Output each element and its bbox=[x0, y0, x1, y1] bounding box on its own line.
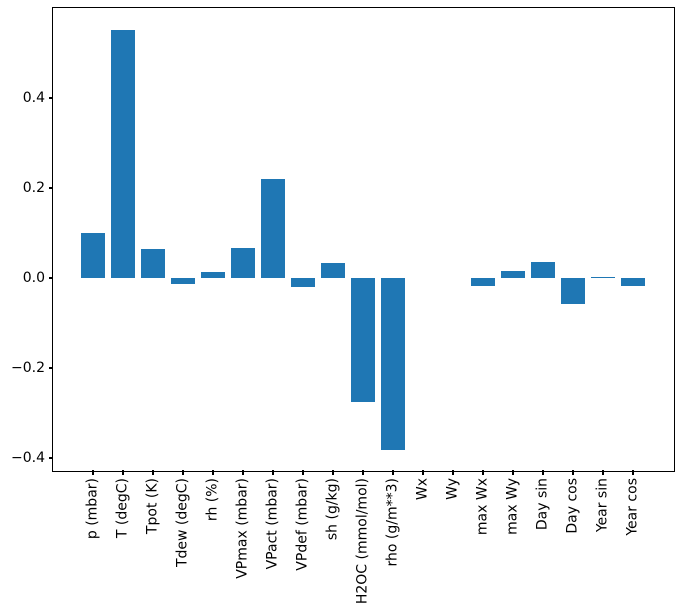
x-tick-mark bbox=[302, 470, 304, 475]
y-tick-mark bbox=[48, 367, 53, 369]
x-tick-label-text: sh (g/kg) bbox=[324, 477, 341, 540]
x-tick-label-text: VPact (mbar) bbox=[264, 477, 281, 569]
y-tick-label: 0.4 bbox=[22, 89, 45, 106]
bar bbox=[141, 249, 166, 278]
y-tick-label: −0.2 bbox=[11, 359, 45, 376]
x-tick-label: Day sin bbox=[534, 478, 551, 530]
x-tick-mark bbox=[602, 470, 604, 475]
x-tick-mark bbox=[452, 470, 454, 475]
x-tick-mark bbox=[422, 470, 424, 475]
x-tick-label-text: Wy bbox=[444, 477, 461, 500]
x-tick-label: T (degC) bbox=[115, 478, 132, 538]
x-tick-label: sh (g/kg) bbox=[325, 478, 342, 540]
x-tick-label: p (mbar) bbox=[85, 478, 102, 539]
y-tick-label: 0.2 bbox=[22, 179, 45, 196]
x-tick-label-text: H2OC (mmol/mol) bbox=[354, 477, 371, 604]
x-tick-label-text: max Wy bbox=[504, 477, 521, 535]
bar bbox=[111, 29, 136, 278]
y-tick-mark bbox=[48, 97, 53, 99]
x-tick-mark bbox=[152, 470, 154, 475]
bar bbox=[500, 270, 525, 278]
x-tick-mark bbox=[122, 470, 124, 475]
x-tick-label-text: Year cos bbox=[624, 477, 641, 536]
x-tick-mark bbox=[632, 470, 634, 475]
x-tick-mark bbox=[362, 470, 364, 475]
x-tick-mark bbox=[542, 470, 544, 475]
bar bbox=[201, 272, 226, 278]
x-tick-label-text: Day sin bbox=[534, 477, 551, 530]
x-tick-mark bbox=[332, 470, 334, 475]
x-tick-label: Tpot (K) bbox=[145, 478, 162, 534]
y-tick-mark bbox=[48, 457, 53, 459]
x-tick-mark bbox=[482, 470, 484, 475]
x-tick-label: Year sin bbox=[594, 478, 611, 532]
x-tick-label-text: Wx bbox=[414, 477, 431, 500]
y-tick-mark bbox=[48, 187, 53, 189]
x-tick-label: rho (g/m**3) bbox=[384, 478, 401, 566]
x-tick-label: Tdew (degC) bbox=[175, 478, 192, 567]
x-tick-label: VPmax (mbar) bbox=[235, 478, 252, 579]
x-tick-label-text: p (mbar) bbox=[84, 477, 101, 539]
bar bbox=[261, 178, 286, 278]
x-tick-mark bbox=[182, 470, 184, 475]
x-tick-label: Day cos bbox=[564, 478, 581, 534]
y-tick-label: 0.0 bbox=[22, 269, 45, 286]
bar bbox=[530, 262, 555, 278]
x-tick-label: Wy bbox=[444, 478, 461, 500]
x-tick-label-text: rh (%) bbox=[204, 477, 221, 521]
bar bbox=[321, 263, 345, 278]
y-tick-label: −0.4 bbox=[11, 449, 45, 466]
x-tick-label-text: max Wx bbox=[474, 477, 491, 535]
x-tick-label-text: VPmax (mbar) bbox=[234, 477, 251, 579]
bar bbox=[291, 277, 316, 287]
bar bbox=[171, 277, 196, 284]
bar bbox=[351, 277, 375, 402]
x-tick-label-text: Day cos bbox=[564, 477, 581, 534]
x-tick-mark bbox=[272, 470, 274, 475]
bar bbox=[560, 277, 585, 305]
x-tick-label-text: Tdew (degC) bbox=[174, 477, 191, 567]
x-tick-label: rh (%) bbox=[205, 478, 222, 521]
x-tick-mark bbox=[392, 470, 394, 475]
bar bbox=[470, 277, 495, 287]
x-tick-label: H2OC (mmol/mol) bbox=[355, 478, 372, 604]
x-tick-mark bbox=[572, 470, 574, 475]
bar bbox=[380, 277, 405, 450]
x-tick-mark bbox=[512, 470, 514, 475]
x-tick-label-text: Year sin bbox=[594, 477, 611, 532]
y-tick-mark bbox=[48, 277, 53, 279]
x-tick-label: Wx bbox=[414, 478, 431, 500]
x-tick-label-text: Tpot (K) bbox=[144, 477, 161, 534]
bar bbox=[81, 232, 106, 278]
x-tick-label: VPact (mbar) bbox=[265, 478, 282, 569]
x-tick-mark bbox=[92, 470, 94, 475]
x-tick-label-text: T (degC) bbox=[114, 477, 131, 538]
bar bbox=[590, 276, 615, 278]
x-tick-label: Year cos bbox=[624, 478, 641, 536]
x-tick-label: max Wy bbox=[504, 478, 521, 535]
x-tick-label-text: VPdef (mbar) bbox=[294, 477, 311, 571]
x-tick-label: max Wx bbox=[474, 478, 491, 535]
x-tick-label-text: rho (g/m**3) bbox=[384, 477, 401, 566]
x-tick-mark bbox=[212, 470, 214, 475]
x-tick-label: VPdef (mbar) bbox=[295, 478, 312, 571]
bar bbox=[231, 248, 256, 278]
bar bbox=[620, 277, 645, 286]
x-tick-mark bbox=[242, 470, 244, 475]
